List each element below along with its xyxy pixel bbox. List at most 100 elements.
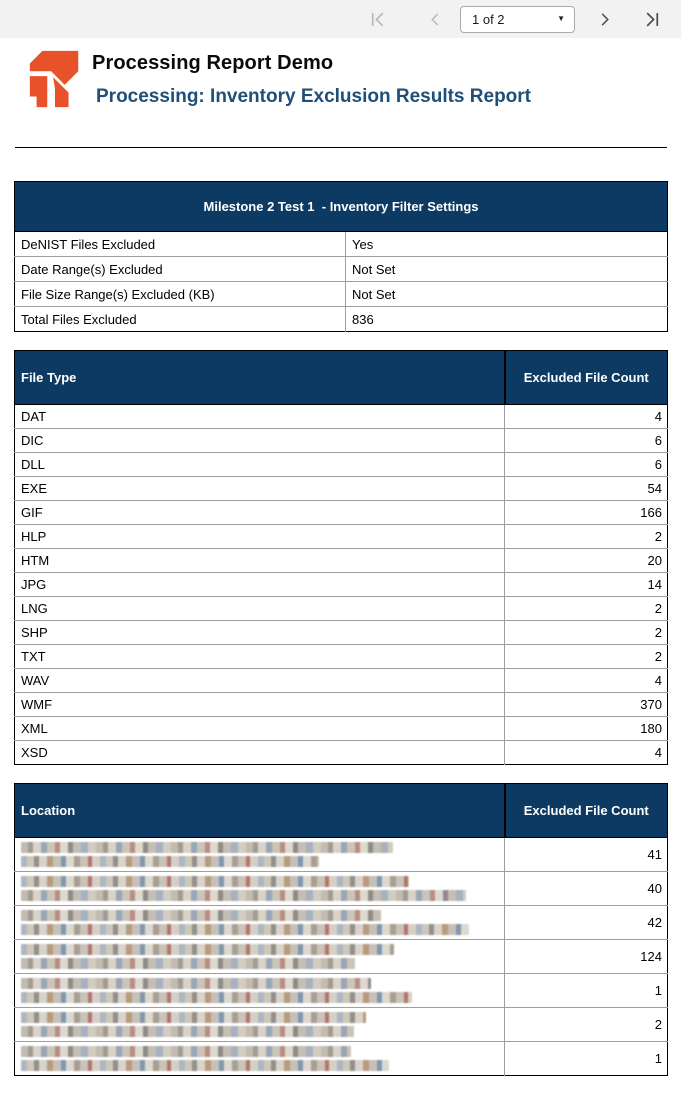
location-row: 42 <box>14 905 668 940</box>
excluded-count-cell: 4 <box>504 740 668 765</box>
setting-value: Not Set <box>344 256 668 282</box>
page-selector-dropdown[interactable]: 1 of 2 ▼ <box>460 5 575 33</box>
excluded-count-cell: 1 <box>504 1041 668 1076</box>
file-type-cell: DLL <box>14 452 505 477</box>
report-page: Processing Report Demo Processing: Inven… <box>0 48 681 1076</box>
excluded-count-cell: 370 <box>504 692 668 717</box>
file-type-row: XML 180 <box>14 716 668 741</box>
excluded-count-cell: 4 <box>504 668 668 693</box>
setting-label: Date Range(s) Excluded <box>14 256 346 282</box>
chevron-left-icon <box>428 12 443 27</box>
redacted-location-text <box>21 978 371 989</box>
settings-row: DeNIST Files Excluded Yes <box>14 231 668 257</box>
title-block: Processing Report Demo Processing: Inven… <box>92 48 531 115</box>
redacted-location-text <box>21 1046 351 1057</box>
redacted-location-text <box>21 1026 354 1037</box>
last-page-button[interactable] <box>635 4 669 34</box>
file-type-cell: JPG <box>14 572 505 597</box>
redacted-location-text <box>21 924 469 935</box>
report-subtitle: Processing: Inventory Exclusion Results … <box>96 86 531 107</box>
report-header: Processing Report Demo Processing: Inven… <box>14 48 667 115</box>
file-type-column-header: File Type <box>14 350 505 405</box>
file-type-cell: XSD <box>14 740 505 765</box>
redacted-location-text <box>21 856 319 867</box>
file-type-row: XSD 4 <box>14 740 668 765</box>
file-type-cell: EXE <box>14 476 505 501</box>
header-divider <box>15 147 667 148</box>
location-cell <box>14 905 505 940</box>
file-type-cell: SHP <box>14 620 505 645</box>
location-table: Location Excluded File Count 41 40 42 124 1 2… <box>14 783 668 1076</box>
excluded-count-cell: 2 <box>504 596 668 621</box>
excluded-count-cell: 2 <box>504 1007 668 1042</box>
excluded-count-cell: 40 <box>504 871 668 906</box>
excluded-count-cell: 14 <box>504 572 668 597</box>
report-pagination-toolbar: 1 of 2 ▼ <box>0 0 681 38</box>
file-type-cell: XML <box>14 716 505 741</box>
excluded-count-cell: 20 <box>504 548 668 573</box>
previous-page-button[interactable] <box>418 4 452 34</box>
setting-label: Total Files Excluded <box>14 306 346 332</box>
redacted-location-text <box>21 958 355 969</box>
file-type-row: DLL 6 <box>14 452 668 477</box>
page-title: Processing Report Demo <box>92 52 334 74</box>
file-type-cell: TXT <box>14 644 505 669</box>
file-type-row: SHP 2 <box>14 620 668 645</box>
excluded-count-cell: 6 <box>504 428 668 453</box>
first-page-icon <box>369 11 386 28</box>
file-type-cell: LNG <box>14 596 505 621</box>
setting-value: Not Set <box>344 281 668 307</box>
excluded-count-cell: 2 <box>504 644 668 669</box>
file-type-row: JPG 14 <box>14 572 668 597</box>
location-cell <box>14 1007 505 1042</box>
excluded-count-cell: 166 <box>504 500 668 525</box>
location-row: 124 <box>14 939 668 974</box>
redacted-location-text <box>21 876 409 887</box>
location-column-header: Location <box>14 783 505 838</box>
file-type-row: WMF 370 <box>14 692 668 717</box>
excluded-count-cell: 54 <box>504 476 668 501</box>
file-type-cell: WMF <box>14 692 505 717</box>
chevron-right-icon <box>597 12 612 27</box>
file-type-cell: DIC <box>14 428 505 453</box>
file-type-row: TXT 2 <box>14 644 668 669</box>
settings-table-title: Milestone 2 Test 1 - Inventory Filter Se… <box>14 181 668 232</box>
excluded-count-cell: 4 <box>504 404 668 429</box>
settings-row: Total Files Excluded 836 <box>14 306 668 332</box>
excluded-count-column-header: Excluded File Count <box>503 350 668 405</box>
location-row: 1 <box>14 973 668 1008</box>
excluded-count-cell: 42 <box>504 905 668 940</box>
setting-label: File Size Range(s) Excluded (KB) <box>14 281 346 307</box>
settings-row: File Size Range(s) Excluded (KB) Not Set <box>14 281 668 307</box>
location-row: 2 <box>14 1007 668 1042</box>
settings-table: Milestone 2 Test 1 - Inventory Filter Se… <box>14 181 669 332</box>
location-row: 40 <box>14 871 668 906</box>
relativity-logo-icon <box>24 48 86 115</box>
setting-value: 836 <box>344 306 668 332</box>
file-type-row: DAT 4 <box>14 404 668 429</box>
file-type-row: DIC 6 <box>14 428 668 453</box>
location-cell <box>14 939 505 974</box>
page-selector-value: 1 of 2 <box>472 11 505 27</box>
file-type-row: HLP 2 <box>14 524 668 549</box>
excluded-count-cell: 6 <box>504 452 668 477</box>
next-page-button[interactable] <box>587 4 621 34</box>
file-type-cell: DAT <box>14 404 505 429</box>
excluded-count-cell: 124 <box>504 939 668 974</box>
file-type-row: HTM 20 <box>14 548 668 573</box>
location-cell <box>14 1041 505 1076</box>
redacted-location-text <box>21 992 412 1003</box>
settings-row: Date Range(s) Excluded Not Set <box>14 256 668 282</box>
chevron-down-icon: ▼ <box>557 14 565 23</box>
file-type-cell: HTM <box>14 548 505 573</box>
location-cell <box>14 871 505 906</box>
redacted-location-text <box>21 842 393 853</box>
first-page-button[interactable] <box>360 4 394 34</box>
file-type-cell: HLP <box>14 524 505 549</box>
redacted-location-text <box>21 1012 366 1023</box>
location-row: 41 <box>14 837 668 872</box>
file-type-row: WAV 4 <box>14 668 668 693</box>
location-cell <box>14 837 505 872</box>
file-type-table: File Type Excluded File Count DAT 4 DIC 6 DL… <box>14 350 668 765</box>
excluded-count-cell: 2 <box>504 620 668 645</box>
